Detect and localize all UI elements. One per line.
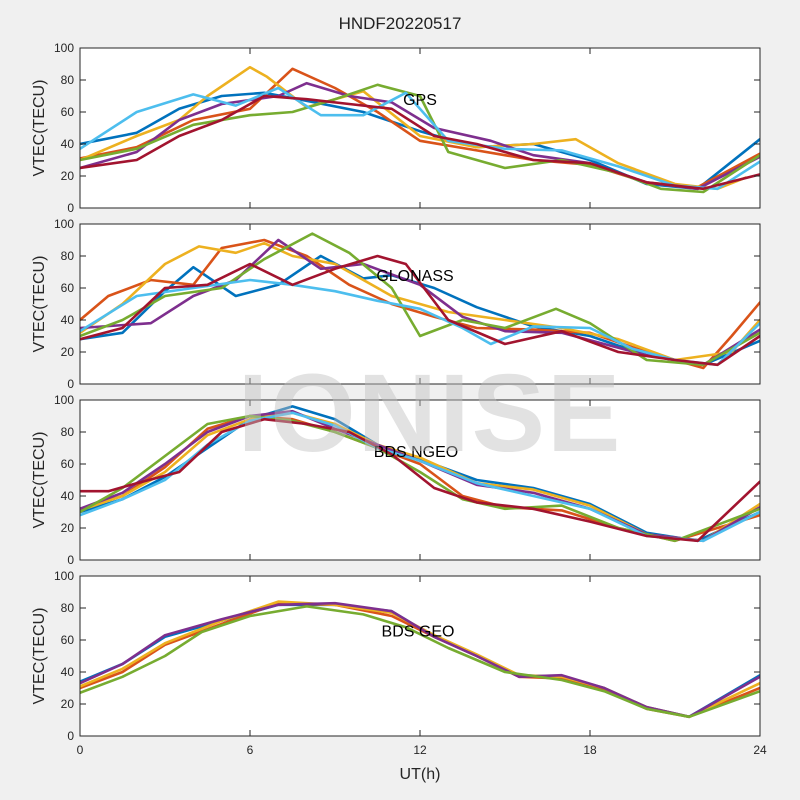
x-tick-label: 18 bbox=[583, 743, 597, 757]
x-tick-label: 12 bbox=[413, 743, 427, 757]
series-line-7 bbox=[80, 417, 760, 543]
y-tick-label: 40 bbox=[61, 137, 75, 151]
y-tick-label: 100 bbox=[54, 217, 74, 231]
y-tick-label: 0 bbox=[67, 729, 74, 743]
y-axis-label: VTEC(TECU) bbox=[31, 608, 48, 705]
x-tick-label: 24 bbox=[753, 743, 767, 757]
x-axis-label: UT(h) bbox=[400, 766, 441, 783]
series-line-4 bbox=[80, 601, 760, 719]
y-tick-label: 0 bbox=[67, 201, 74, 215]
y-tick-label: 60 bbox=[61, 281, 75, 295]
y-tick-label: 80 bbox=[61, 601, 75, 615]
y-tick-label: 20 bbox=[61, 345, 75, 359]
series-line-6 bbox=[80, 86, 760, 191]
panel-1: 0 20 40 60 80 100 VTEC(TECU) GPS bbox=[31, 41, 761, 215]
series-line-7 bbox=[80, 254, 760, 367]
y-tick-label: 80 bbox=[61, 425, 75, 439]
series-annotation: GPS bbox=[403, 92, 437, 109]
figure-title: HNDF20220517 bbox=[338, 14, 462, 33]
y-tick-label: 20 bbox=[61, 169, 75, 183]
y-tick-label: 80 bbox=[61, 249, 75, 263]
y-axis-label: VTEC(TECU) bbox=[31, 80, 48, 177]
panel-4: 0 20 40 60 80 100 0 6 12 18 24 VTEC(TECU) BDS GEO UT(… bbox=[31, 569, 767, 783]
y-tick-label: 0 bbox=[67, 553, 74, 567]
y-tick-label: 40 bbox=[61, 489, 75, 503]
series-annotation: BDS NGEO bbox=[374, 444, 458, 461]
x-tick-label: 0 bbox=[77, 743, 84, 757]
series-line-3 bbox=[80, 65, 748, 191]
series-line-7 bbox=[80, 94, 760, 191]
y-tick-label: 0 bbox=[67, 377, 74, 391]
y-axis-label: VTEC(TECU) bbox=[31, 256, 48, 353]
series-line-5 bbox=[80, 605, 760, 719]
y-tick-label: 20 bbox=[61, 521, 75, 535]
panel-2: 0 20 40 60 80 100 VTEC(TECU) GLONASS bbox=[31, 217, 761, 391]
y-tick-label: 60 bbox=[61, 105, 75, 119]
y-tick-label: 20 bbox=[61, 697, 75, 711]
series-annotation: BDS GEO bbox=[382, 623, 455, 640]
y-tick-label: 40 bbox=[61, 665, 75, 679]
y-tick-label: 60 bbox=[61, 457, 75, 471]
x-tick-label: 6 bbox=[247, 743, 254, 757]
series-annotation: GLONASS bbox=[376, 268, 453, 285]
y-tick-label: 100 bbox=[54, 41, 74, 55]
series-line-6 bbox=[80, 278, 760, 367]
y-tick-label: 80 bbox=[61, 73, 75, 87]
panel-3: 0 20 40 60 80 100 VTEC(TECU) BDS NGEO bbox=[31, 393, 761, 567]
series-line-3 bbox=[80, 241, 760, 362]
y-axis-label: VTEC(TECU) bbox=[31, 432, 48, 529]
y-tick-label: 60 bbox=[61, 633, 75, 647]
y-tick-label: 100 bbox=[54, 569, 74, 583]
y-tick-label: 40 bbox=[61, 313, 75, 327]
y-tick-label: 100 bbox=[54, 393, 74, 407]
